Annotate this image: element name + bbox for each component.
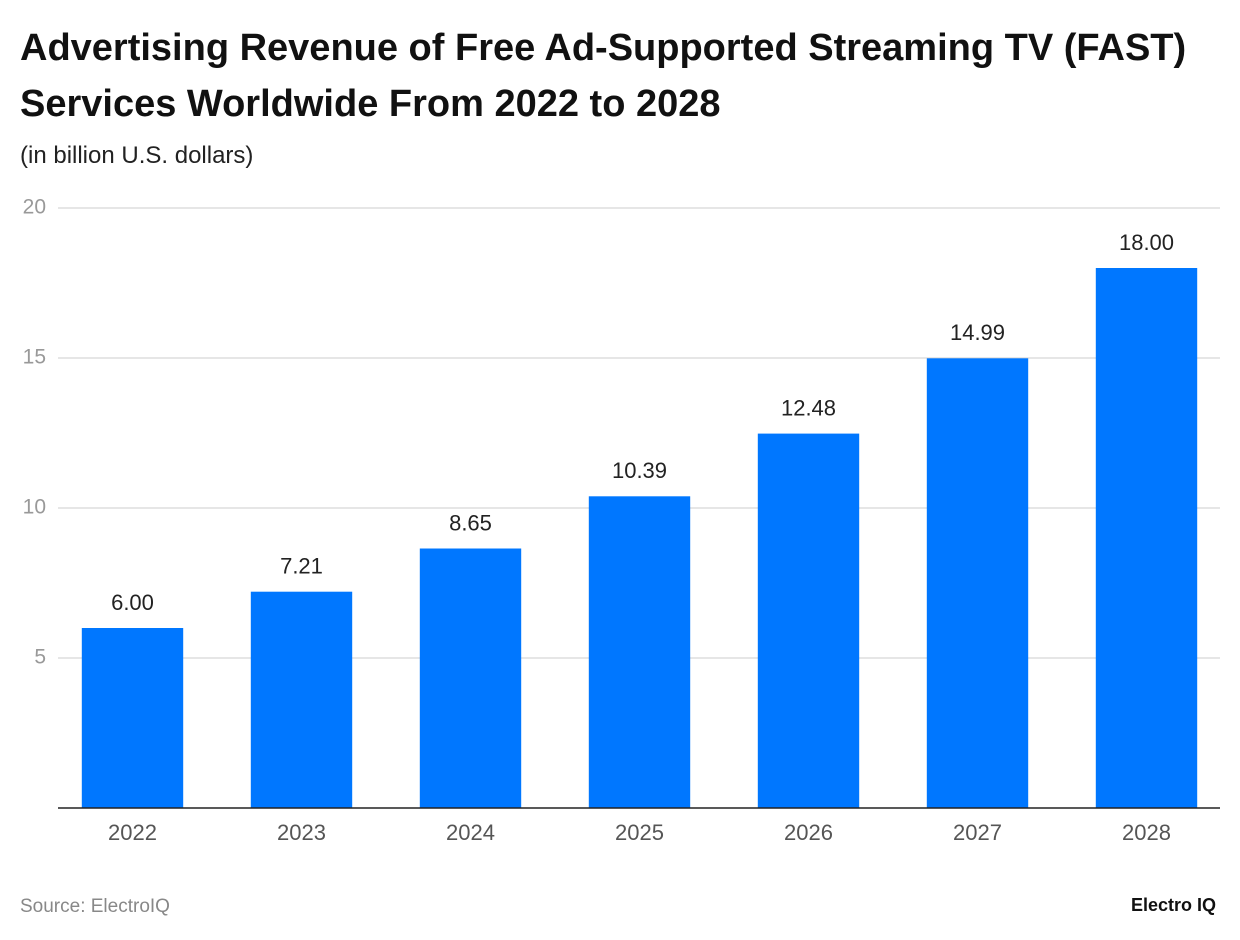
brand-logo: Electro IQ [1130, 895, 1216, 915]
bar [250, 591, 353, 808]
bar [757, 433, 860, 808]
y-tick-label: 20 [23, 196, 46, 219]
bar [81, 628, 184, 808]
y-tick-label: 5 [34, 646, 46, 669]
x-tick-label: 2023 [277, 820, 326, 845]
x-tick-label: 2028 [1122, 820, 1171, 845]
value-label: 10.39 [612, 458, 667, 483]
y-tick-label: 15 [23, 346, 46, 369]
bar [419, 548, 522, 808]
bar [926, 358, 1029, 808]
x-tick-label: 2025 [615, 820, 664, 845]
value-label: 8.65 [449, 510, 492, 535]
x-tick-label: 2026 [784, 820, 833, 845]
value-label: 18.00 [1119, 230, 1174, 255]
bar [588, 496, 691, 808]
chart: 5 10 15 20 2022 6.00 2023 7.21 2024 8.65 2025 10.39… [23, 196, 1220, 845]
value-label: 7.21 [280, 554, 323, 579]
source: Source: ElectroIQ [20, 896, 170, 917]
x-tick-label: 2022 [108, 820, 157, 845]
y-tick-label: 10 [23, 496, 46, 519]
chart-subtitle: (in billion U.S. dollars) [20, 142, 254, 169]
x-tick-label: 2024 [446, 820, 495, 845]
x-tick-label: 2027 [953, 820, 1002, 845]
value-label: 6.00 [111, 590, 154, 615]
value-label: 14.99 [950, 320, 1005, 345]
chart-title: Advertising Revenue of Free Ad-Supported… [20, 27, 1187, 125]
value-label: 12.48 [781, 395, 836, 420]
bar [1095, 268, 1198, 808]
